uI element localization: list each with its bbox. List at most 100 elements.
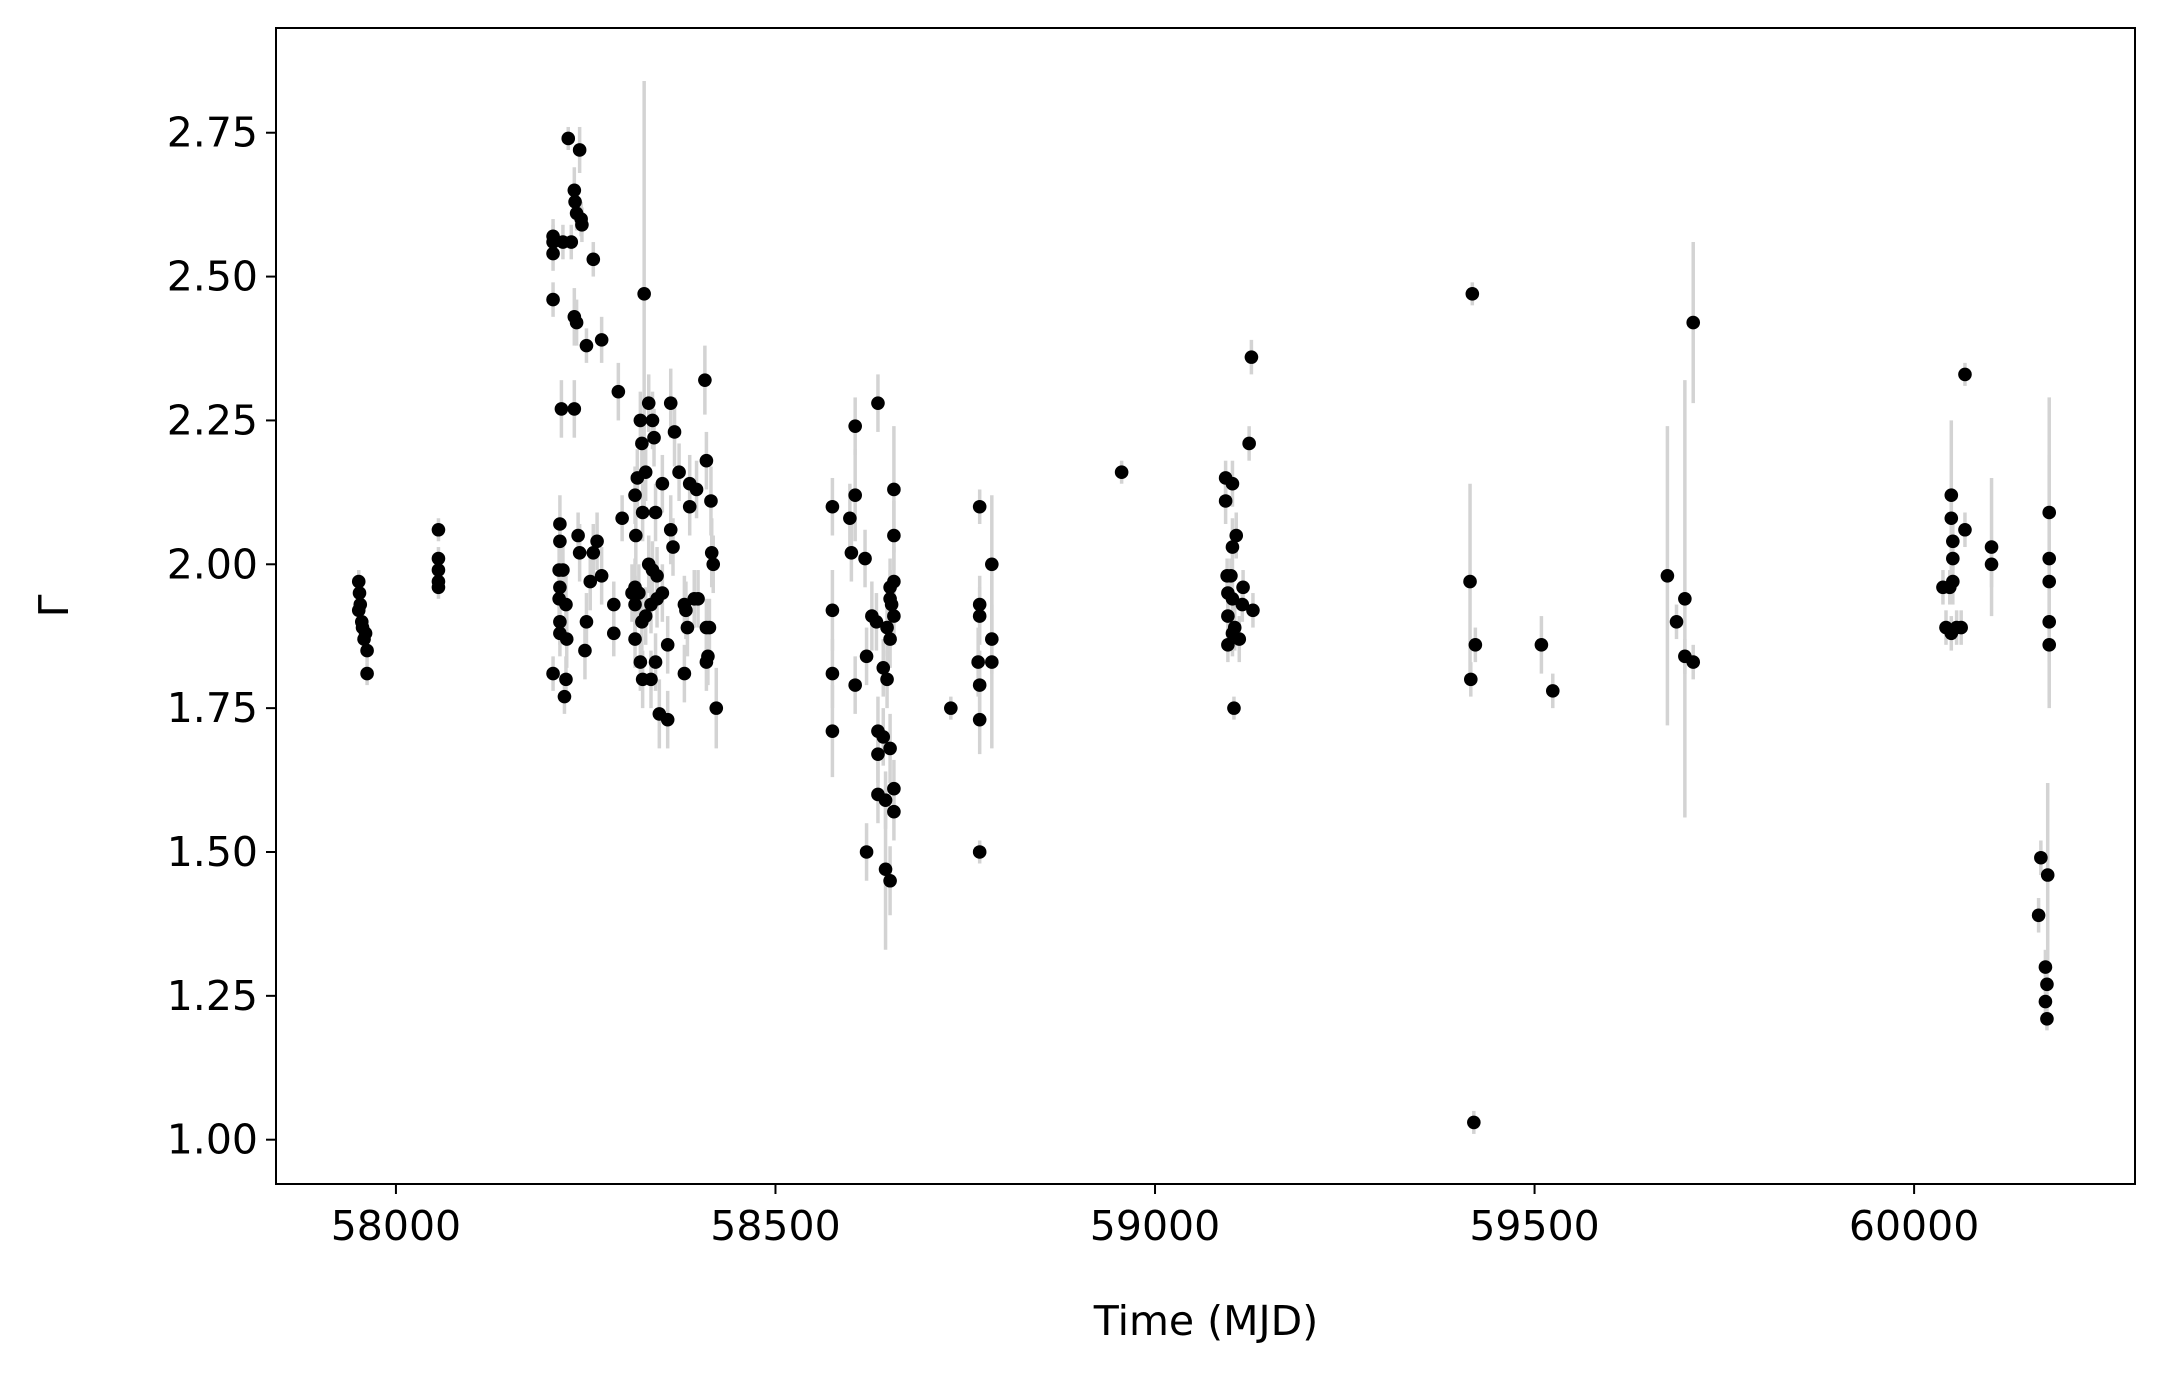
data-point <box>1678 592 1692 606</box>
data-point <box>663 522 678 537</box>
data-point <box>628 632 642 646</box>
data-point <box>579 615 594 629</box>
data-point <box>880 620 894 635</box>
data-point <box>590 534 604 549</box>
y-tick-label: 1.25 <box>167 972 258 1020</box>
data-point <box>972 678 987 692</box>
data-point <box>858 551 872 566</box>
y-tick-label: 2.75 <box>167 109 258 157</box>
data-point <box>2042 638 2057 652</box>
data-point <box>546 292 560 307</box>
data-point <box>878 793 893 808</box>
data-point <box>1236 580 1250 595</box>
data-point <box>567 402 582 416</box>
data-point <box>1944 488 1959 503</box>
y-tick-label: 1.75 <box>167 684 258 732</box>
data-point <box>572 143 587 157</box>
data-point <box>883 873 897 888</box>
data-point <box>677 666 692 681</box>
data-point <box>1669 615 1684 629</box>
data-point <box>1463 574 1477 589</box>
data-point <box>1944 511 1959 526</box>
data-point <box>2040 868 2055 882</box>
data-point <box>586 252 601 267</box>
data-point <box>615 511 629 526</box>
data-point <box>1242 436 1256 451</box>
data-point <box>1686 315 1701 330</box>
x-tick-label: 58500 <box>710 1202 840 1250</box>
data-point <box>559 597 573 612</box>
data-point <box>648 655 663 669</box>
data-point <box>1229 528 1244 543</box>
data-point <box>553 615 567 629</box>
data-point <box>971 655 985 669</box>
plot-frame <box>275 27 2136 1185</box>
data-point <box>660 712 675 727</box>
x-tick-label: 60000 <box>1849 1202 1979 1250</box>
data-point <box>2031 908 2046 923</box>
data-point <box>553 534 567 549</box>
data-point <box>1114 465 1129 480</box>
data-point <box>583 574 598 589</box>
data-point <box>556 563 570 577</box>
data-point <box>972 845 987 859</box>
data-point <box>635 615 649 629</box>
x-tick-label: 59000 <box>1090 1202 1220 1250</box>
y-tick-label: 2.25 <box>167 396 258 444</box>
data-point <box>559 632 574 646</box>
data-point <box>644 672 658 687</box>
data-point <box>859 845 874 859</box>
x-axis-label: Time (MJD) <box>1093 1297 1318 1345</box>
data-point <box>1984 557 1999 572</box>
data-point <box>594 333 609 347</box>
data-point <box>944 701 958 715</box>
data-point <box>702 620 717 635</box>
data-point <box>1221 638 1235 652</box>
data-point <box>1467 1115 1481 1130</box>
data-point <box>876 730 891 744</box>
data-point <box>2042 505 2057 520</box>
data-point <box>1246 603 1260 618</box>
data-point <box>884 597 899 612</box>
y-axis-label: Γ <box>30 594 78 617</box>
data-point <box>1946 534 1960 549</box>
data-point <box>629 528 643 543</box>
data-point <box>556 235 570 249</box>
data-point <box>1221 609 1235 623</box>
data-point <box>844 545 859 560</box>
data-point <box>880 672 894 687</box>
data-point <box>559 672 573 687</box>
x-tick-label: 58000 <box>331 1202 461 1250</box>
data-point <box>606 626 621 641</box>
data-point <box>635 436 649 451</box>
data-point <box>351 574 366 589</box>
data-point <box>985 632 999 646</box>
data-point <box>2040 977 2054 992</box>
data-point <box>655 476 670 491</box>
data-point <box>667 425 682 439</box>
y-tick-label: 1.00 <box>167 1116 258 1164</box>
data-point <box>638 465 653 480</box>
data-point <box>825 724 840 738</box>
data-point <box>887 804 901 819</box>
data-point <box>568 194 582 209</box>
data-point <box>660 638 675 652</box>
data-point <box>698 373 712 387</box>
data-point <box>569 315 584 330</box>
data-point <box>554 402 569 416</box>
data-point <box>578 643 592 658</box>
data-point <box>553 517 567 531</box>
data-point <box>887 482 901 497</box>
data-point <box>1954 620 1968 635</box>
data-point <box>628 597 642 612</box>
data-point <box>650 568 664 583</box>
data-point <box>985 557 999 572</box>
data-point <box>351 603 366 618</box>
data-point <box>848 678 862 692</box>
data-point <box>635 505 650 520</box>
data-point <box>1660 568 1675 583</box>
data-point <box>689 482 704 497</box>
data-point <box>1232 632 1247 646</box>
data-point <box>1545 684 1560 698</box>
data-point <box>1686 655 1701 669</box>
